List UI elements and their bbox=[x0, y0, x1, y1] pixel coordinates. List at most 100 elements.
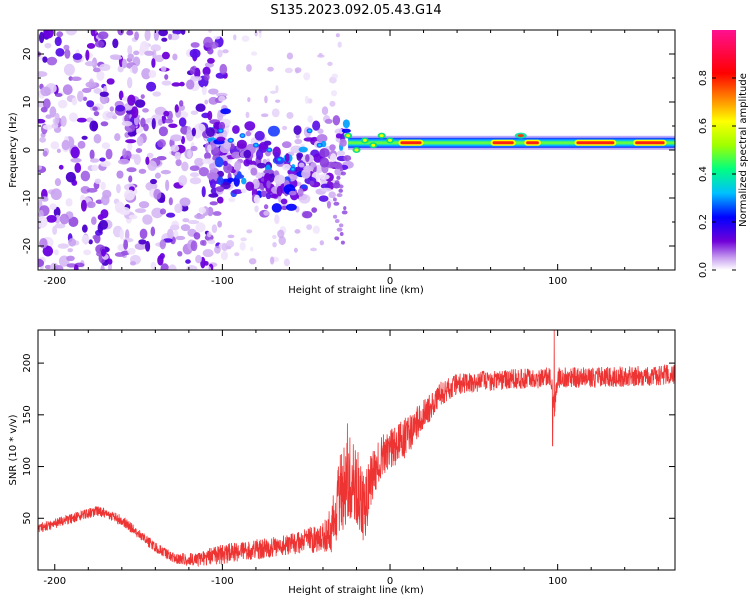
spectrogram-blob bbox=[171, 82, 181, 87]
spectrogram-blob bbox=[199, 240, 205, 246]
spectrogram-blob bbox=[38, 71, 48, 78]
spectrogram-blob bbox=[328, 191, 336, 199]
spectrogram-blob bbox=[105, 148, 113, 160]
spectrogram-blob bbox=[286, 111, 294, 119]
spectrogram-blob bbox=[245, 111, 250, 119]
spectrogram-blob bbox=[114, 252, 126, 257]
spectrogram-blob bbox=[261, 113, 269, 118]
spectrogram-blob bbox=[204, 265, 212, 270]
spectrogram-blob bbox=[343, 155, 352, 162]
spectrogram-blob bbox=[138, 168, 147, 174]
spectrogram-blob bbox=[207, 47, 214, 55]
spectrogram-blob bbox=[134, 242, 147, 250]
spectrogram-blob bbox=[330, 90, 338, 97]
spectrogram-blob bbox=[49, 106, 57, 118]
spectrogram-blob bbox=[144, 50, 155, 56]
spectrogram-blob bbox=[388, 138, 393, 142]
spectrogram-blob bbox=[111, 115, 118, 120]
spectrogram-blob bbox=[180, 30, 186, 35]
spectrogram-blob bbox=[174, 151, 182, 160]
spectrogram-blob bbox=[243, 158, 251, 167]
spectrogram-blob bbox=[49, 203, 57, 211]
spectrogram-blob bbox=[256, 148, 264, 160]
spectrogram-blob bbox=[63, 44, 70, 51]
spectrogram-blob bbox=[99, 91, 109, 97]
spectrogram-blob bbox=[318, 52, 323, 57]
spectrogram-blob bbox=[198, 206, 206, 214]
snr-y-tick-label: 50 bbox=[22, 512, 33, 525]
carrier-peak-segment bbox=[526, 141, 539, 145]
spectrogram-blob bbox=[106, 78, 115, 85]
spectrogram-blob bbox=[319, 240, 325, 246]
spectrogram-blob bbox=[148, 70, 157, 79]
spectrogram-blob bbox=[288, 190, 297, 196]
spectrogram-blob bbox=[234, 160, 242, 171]
spectrogram-blob bbox=[152, 91, 162, 97]
spectrogram-blob bbox=[312, 225, 320, 234]
spectrogram-blob bbox=[220, 250, 229, 261]
spectrogram-blob bbox=[204, 99, 209, 105]
spectrogram-blob bbox=[38, 165, 42, 170]
spectrogram-blob bbox=[38, 118, 46, 124]
spectrogram-blob bbox=[158, 119, 163, 126]
spectrogram-blob bbox=[85, 81, 97, 88]
spectrogram-blob bbox=[250, 167, 258, 176]
spectrogram-blob bbox=[141, 68, 152, 80]
colorbar-tick-label: 0.6 bbox=[698, 118, 709, 134]
spectrogram-blob bbox=[336, 193, 343, 198]
spectrogram-blob bbox=[123, 239, 129, 250]
spectrogram-blob bbox=[85, 49, 90, 61]
spectrogram-blob bbox=[135, 148, 143, 153]
spectrogram-blob bbox=[89, 149, 95, 160]
spectrogram-blob bbox=[236, 139, 248, 149]
spectrogram-blob bbox=[285, 203, 297, 211]
spectrogram-blob bbox=[94, 178, 102, 185]
spectrogram-blob bbox=[136, 136, 144, 147]
spectrogram-blob bbox=[128, 214, 138, 220]
spectrogram-blob bbox=[134, 99, 146, 108]
spectrogram-blob bbox=[271, 108, 280, 118]
spectrogram-blob bbox=[151, 58, 156, 68]
spectrogram-blob bbox=[207, 57, 215, 64]
spectrogram-blob bbox=[58, 164, 64, 170]
spectrogram-blob bbox=[165, 179, 170, 192]
spectrogram-blob bbox=[338, 184, 344, 189]
spectrogram-blob bbox=[254, 144, 258, 147]
spectrogram-blob bbox=[227, 177, 235, 183]
spectrogram-blob bbox=[300, 143, 305, 148]
spectrogram-blob bbox=[263, 204, 269, 210]
spectrogram-blob bbox=[54, 36, 62, 47]
spectrogram-blob bbox=[222, 49, 229, 54]
spectrogram-blob bbox=[303, 72, 311, 81]
spectrogram-blob bbox=[160, 169, 172, 175]
spectrogram-blob bbox=[42, 98, 51, 109]
spectrogram-blob bbox=[246, 229, 253, 234]
spectrogram-blob bbox=[65, 198, 73, 207]
spectrogram-blob bbox=[131, 64, 138, 74]
spectrogram-blob bbox=[154, 172, 161, 179]
spectrogram-blob bbox=[318, 144, 322, 147]
spectrogram-blob bbox=[100, 181, 106, 191]
spectrogram-blob bbox=[161, 37, 168, 42]
spectrogram-blob bbox=[146, 152, 154, 159]
spectrogram-blob bbox=[246, 64, 252, 72]
spectrogram-blob bbox=[100, 264, 105, 270]
snr-x-tick-label: -200 bbox=[43, 576, 66, 587]
spectrogram-blob bbox=[334, 219, 340, 224]
spectrogram-blob bbox=[296, 152, 304, 159]
spectrogram-blob bbox=[249, 246, 254, 252]
spectrogram-blob bbox=[128, 175, 133, 183]
spectrogram-blob bbox=[99, 157, 106, 162]
spectrogram-blob bbox=[175, 159, 182, 167]
spectrogram-blob bbox=[73, 264, 79, 270]
spectrogram-blob bbox=[294, 67, 302, 73]
spectrogram-blob bbox=[318, 173, 330, 180]
spectrogram-blob bbox=[207, 110, 213, 121]
spectrogram-blob bbox=[254, 130, 265, 141]
spectrogram-blob bbox=[50, 188, 62, 201]
spectrogram-blob bbox=[100, 209, 109, 219]
spectrogram-blob bbox=[233, 34, 237, 41]
spectrogram-blob bbox=[272, 234, 277, 239]
spectrogram-blob bbox=[234, 174, 245, 179]
